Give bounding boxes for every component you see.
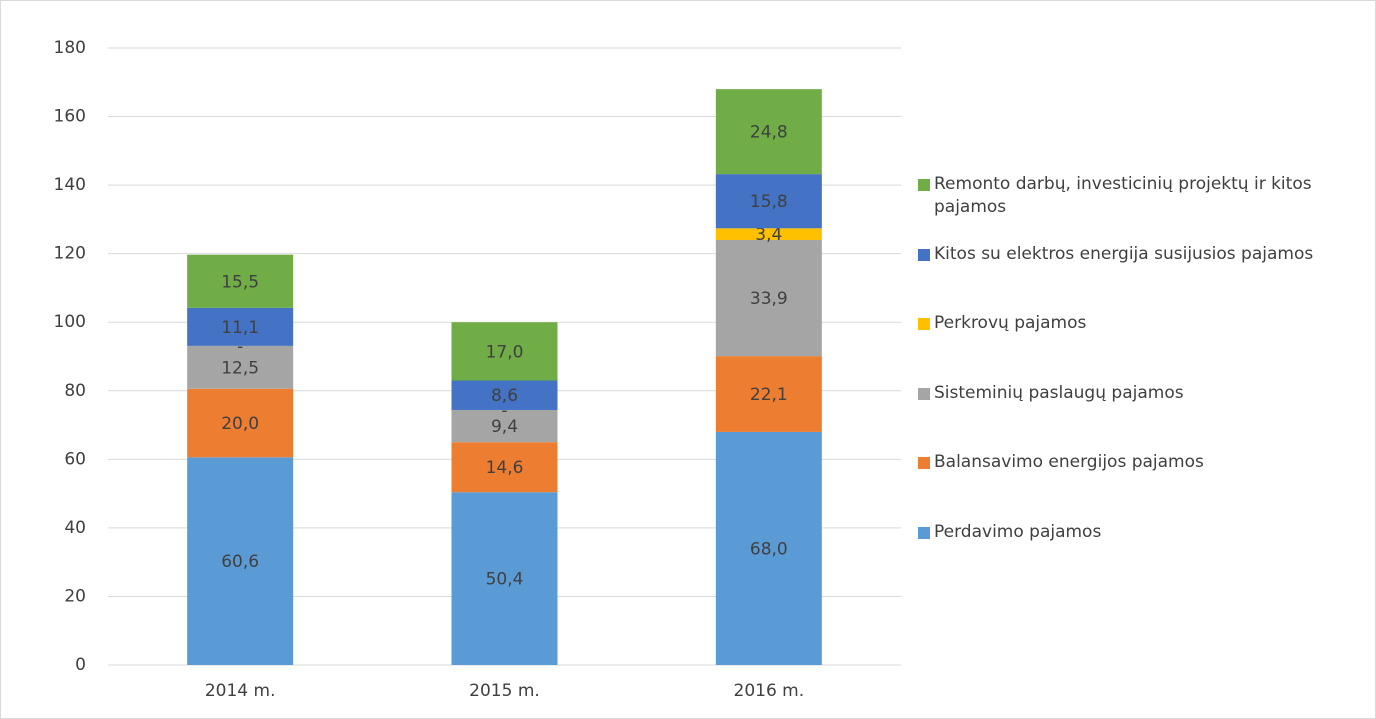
y-tick-label: 20 <box>64 586 86 606</box>
bar-segment <box>715 228 822 240</box>
data-label: - <box>501 401 507 421</box>
data-label: 22,1 <box>750 385 788 405</box>
data-label: 33,9 <box>750 289 788 309</box>
x-tick-label: 2015 m. <box>469 681 540 701</box>
data-label: 3,4 <box>755 225 782 245</box>
bar-segment <box>715 174 822 229</box>
legend-entry: Sisteminių paslaugų pajamos <box>918 382 1358 405</box>
legend-label: Sisteminių paslaugų pajamos <box>934 382 1184 403</box>
bar-segment <box>715 239 822 357</box>
bar-segment <box>451 409 558 443</box>
y-tick-label: 60 <box>64 449 86 469</box>
y-tick-label: 40 <box>64 518 86 538</box>
y-tick-label: 180 <box>54 38 86 58</box>
data-label: 17,0 <box>486 342 524 362</box>
bar-segment <box>451 492 558 665</box>
data-label: 12,5 <box>221 358 259 378</box>
bar-segment <box>187 307 294 346</box>
data-label: 20,0 <box>221 414 259 434</box>
y-tick-label: 80 <box>64 381 86 401</box>
bar-segment <box>187 388 294 458</box>
legend-entry: Balansavimo energijos pajamos <box>918 451 1358 474</box>
y-tick-label: 100 <box>54 312 86 332</box>
legend-swatch <box>918 248 930 261</box>
data-label: 14,6 <box>486 458 524 478</box>
legend-swatch <box>918 457 930 469</box>
data-label: 24,8 <box>750 123 788 143</box>
legend-entry: Perdavimo pajamos <box>918 521 1358 544</box>
data-label: 9,4 <box>491 417 518 437</box>
legend-swatch <box>918 318 930 330</box>
data-label: 50,4 <box>486 570 524 590</box>
x-tick-label: 2016 m. <box>734 681 805 701</box>
bar-segment <box>715 89 822 175</box>
legend-label: Kitos su elektros energija susijusios pa… <box>934 243 1314 264</box>
bar-segment <box>451 322 558 381</box>
data-label: 8,6 <box>491 386 518 406</box>
data-label: 15,5 <box>221 272 259 292</box>
data-label: 15,8 <box>750 192 788 212</box>
y-tick-label: 160 <box>54 107 86 127</box>
legend-entry: Perkrovų pajamos <box>918 312 1358 335</box>
bar-segment <box>715 431 822 665</box>
bar-segment <box>187 457 294 665</box>
legend-swatch <box>918 526 930 539</box>
data-label: 68,0 <box>750 539 788 559</box>
legend-label: Balansavimo energijos pajamos <box>934 452 1204 472</box>
legend-label: Perkrovų pajamos <box>934 313 1087 333</box>
legend-swatch <box>918 387 930 400</box>
legend-swatch <box>918 179 930 191</box>
data-label: 60,6 <box>221 552 259 572</box>
x-tick-label: 2014 m. <box>205 681 276 701</box>
bar-segment <box>187 254 294 308</box>
legend-label: Remonto darbų, investicinių projektų ir … <box>934 174 1312 217</box>
y-tick-label: 140 <box>54 175 86 195</box>
legend-entry: Kitos su elektros energija susijusios pa… <box>918 243 1358 266</box>
y-tick-label: 120 <box>54 244 86 264</box>
data-label: 11,1 <box>221 318 259 338</box>
legend-label: Perdavimo pajamos <box>934 521 1102 542</box>
bar-segment <box>451 442 558 493</box>
bar-segment <box>451 380 558 410</box>
y-tick-label: 0 <box>75 655 86 675</box>
legend-entry: Remonto darbų, investicinių projektų ir … <box>918 173 1358 219</box>
data-label: - <box>237 337 243 357</box>
bar-segment <box>187 345 294 389</box>
bar-segment <box>715 356 822 432</box>
